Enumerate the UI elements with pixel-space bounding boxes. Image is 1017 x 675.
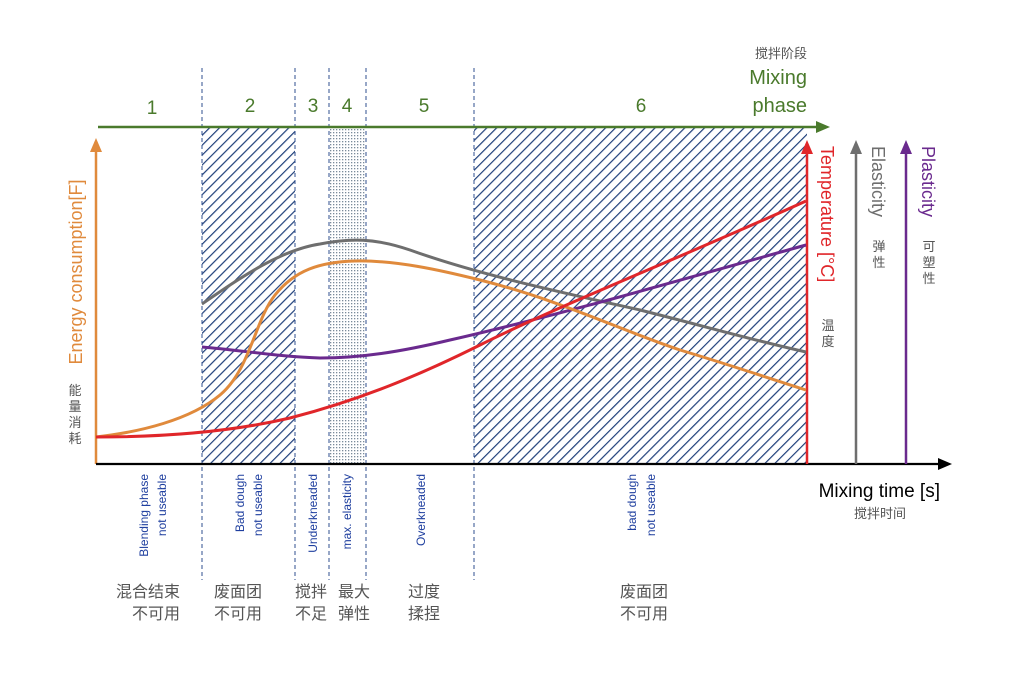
temperature-curve bbox=[95, 199, 807, 439]
elasticity-axis-cn-1: 弹 bbox=[872, 240, 885, 255]
time-axis-cn: 搅拌时间 bbox=[854, 506, 906, 522]
phase-label-en-6a: bad dough bbox=[625, 474, 639, 531]
phase-label-cn-2a: 废面团 bbox=[214, 582, 262, 601]
phase-number-6: 6 bbox=[636, 96, 647, 117]
phase-label-en-1a: Blending phase bbox=[137, 474, 151, 557]
plasticity-axis-cn-1: 可 bbox=[922, 240, 935, 255]
energy-axis-cn-4: 耗 bbox=[68, 432, 81, 447]
elasticity-axis-label: Elasticity bbox=[868, 146, 888, 217]
phase-number-5: 5 bbox=[419, 96, 430, 117]
elasticity-axis-cn-2: 性 bbox=[872, 256, 885, 271]
energy-axis-cn-1: 能 bbox=[68, 384, 81, 399]
phase-separators bbox=[201, 68, 475, 580]
phase-title-line1: Mixing bbox=[749, 67, 807, 89]
dotted-region-phase-4 bbox=[329, 127, 366, 464]
phase-label-cn-1a: 混合结束 bbox=[116, 582, 180, 601]
plasticity-axis bbox=[900, 140, 912, 464]
energy-axis-label: Energy consumption[F] bbox=[66, 179, 86, 364]
phase-number-1: 1 bbox=[147, 98, 158, 119]
elasticity-axis bbox=[850, 140, 862, 464]
elasticity-curve bbox=[201, 238, 807, 354]
phase-label-cn-5b: 揉捏 bbox=[408, 604, 440, 623]
plasticity-axis-cn-2: 塑 bbox=[922, 256, 935, 271]
phase-label-cn-6b: 不可用 bbox=[620, 604, 668, 623]
phase-label-en-2b: not useable bbox=[251, 474, 265, 536]
energy-axis bbox=[90, 138, 102, 464]
energy-axis-cn-2: 量 bbox=[68, 400, 81, 415]
phase-label-cn-4b: 弹性 bbox=[338, 604, 370, 623]
phase-number-2: 2 bbox=[245, 96, 256, 117]
phase-label-en-5: Overkneaded bbox=[414, 474, 428, 546]
plasticity-axis-cn-3: 性 bbox=[922, 272, 935, 287]
phase-label-en-4: max. elasticity bbox=[340, 474, 354, 549]
phase-title-cn: 搅拌阶段 bbox=[755, 46, 807, 62]
plasticity-axis-label: Plasticity bbox=[918, 146, 938, 217]
temperature-axis bbox=[801, 140, 813, 464]
phase-label-cn-3b: 不足 bbox=[295, 604, 327, 623]
time-axis bbox=[96, 458, 952, 470]
phase-label-cn-1b: 不可用 bbox=[132, 604, 180, 623]
phase-label-en-3: Underkneaded bbox=[306, 474, 320, 553]
phase-number-4: 4 bbox=[342, 96, 353, 117]
phase-title-line2: phase bbox=[753, 95, 808, 117]
phase-label-cn-6a: 废面团 bbox=[620, 582, 668, 601]
phase-number-3: 3 bbox=[308, 96, 319, 117]
phase-label-en-6b: not useable bbox=[644, 474, 658, 536]
temperature-axis-label: Temperature [°C] bbox=[817, 146, 837, 282]
plasticity-curve bbox=[201, 243, 807, 360]
phase-label-cn-3a: 搅拌 bbox=[295, 582, 327, 601]
phase-label-cn-5a: 过度 bbox=[408, 582, 440, 601]
phase-label-cn-2b: 不可用 bbox=[214, 604, 262, 623]
hatched-region-phase-2 bbox=[202, 127, 295, 464]
phase-label-cn-4a: 最大 bbox=[338, 582, 370, 601]
energy-curve bbox=[95, 259, 807, 439]
temperature-axis-cn-2: 度 bbox=[821, 334, 834, 350]
energy-axis-cn-3: 消 bbox=[68, 416, 81, 431]
hatched-region-phase-6 bbox=[474, 127, 807, 464]
time-axis-label: Mixing time [s] bbox=[819, 481, 940, 502]
phase-label-en-1b: not useable bbox=[155, 474, 169, 536]
phase-label-en-2a: Bad dough bbox=[233, 474, 247, 532]
mixing-phase-arrow bbox=[98, 121, 830, 133]
temperature-axis-cn-1: 温 bbox=[821, 319, 834, 334]
